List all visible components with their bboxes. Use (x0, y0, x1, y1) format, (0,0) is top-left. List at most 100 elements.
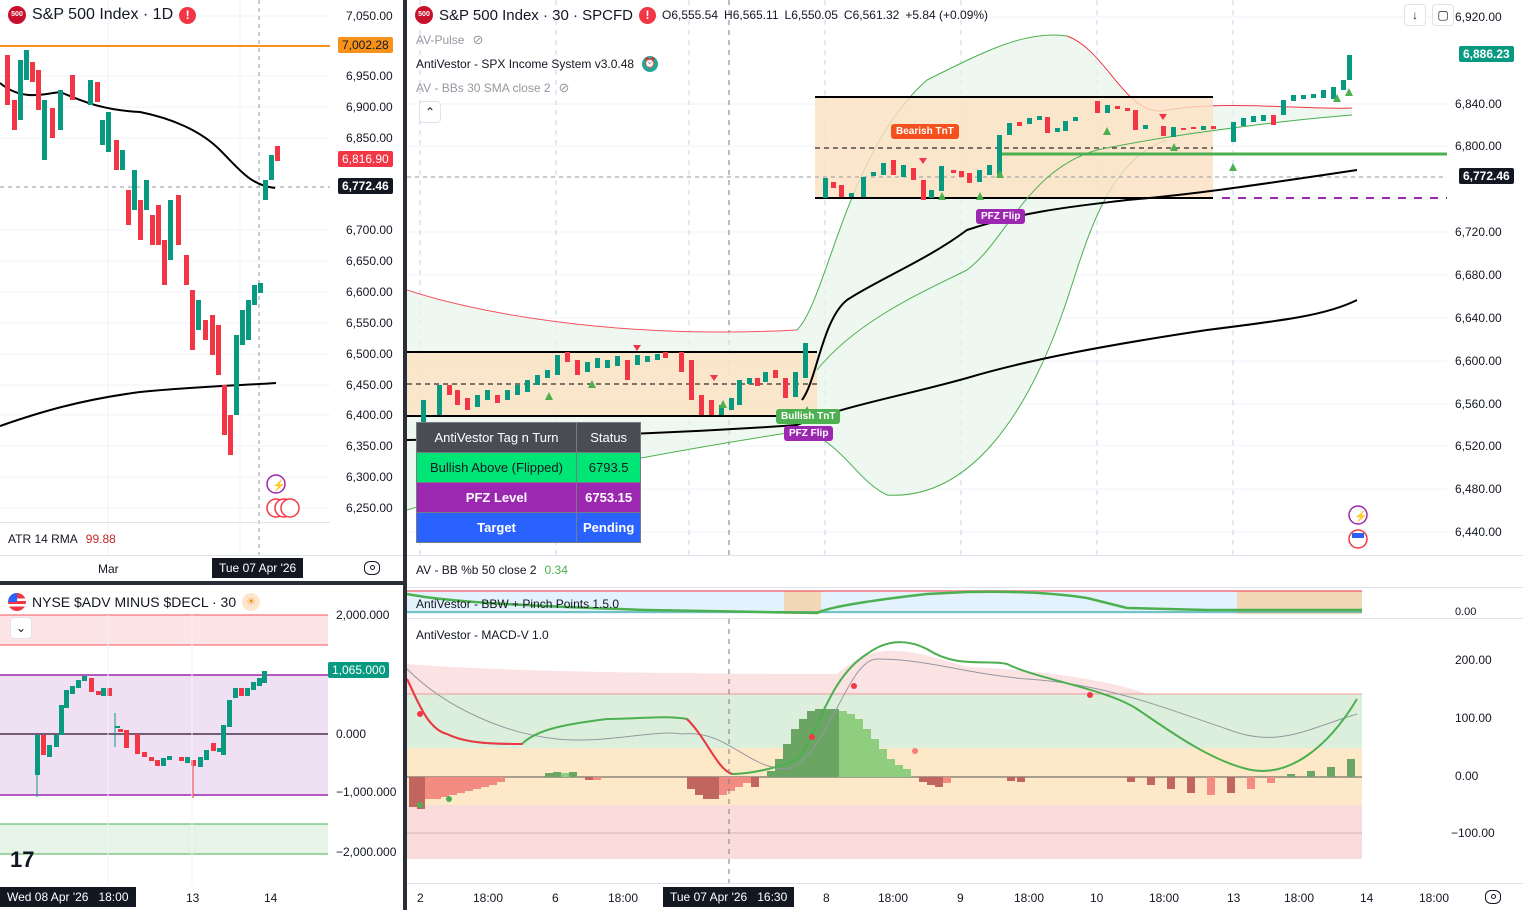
x-tick: 10 (1090, 891, 1104, 905)
svg-text:⚡: ⚡ (1354, 510, 1368, 523)
pane-divider-vertical[interactable] (403, 0, 407, 910)
market-closed-icon[interactable]: ☀ (242, 593, 261, 611)
tradingview-logo[interactable]: 17 (10, 847, 35, 872)
main-title-text: S&P 500 Index · 30 · SPCFD (439, 6, 633, 24)
daily-x-axis[interactable]: Mar Tue 07 Apr '26 (0, 555, 404, 581)
table-cell: 6793.5 (575, 452, 642, 483)
collapse-legend-button[interactable]: ⌄ (10, 617, 32, 639)
indicator-bbs[interactable]: AV - BBs 30 SMA close 2 ⊘ (416, 80, 569, 96)
daily-y-axis[interactable]: 7,050.00 6,950.00 6,900.00 6,850.00 6,70… (330, 0, 404, 555)
bbw-pane[interactable]: AntiVestor - BBW + Pinch Points 1.5.0 0.… (407, 587, 1523, 618)
y-tick: 6,440.00 (1455, 525, 1502, 539)
y-tick: −100.00 (1451, 826, 1495, 840)
maximize-button[interactable]: ▢ (1432, 4, 1454, 26)
macd-pane[interactable]: AntiVestor - MACD-V 1.0 200.00 100.00 0.… (407, 618, 1523, 884)
alert-icon[interactable]: ! (179, 6, 197, 24)
last-price-tag: 6,886.23 (1459, 46, 1514, 62)
indicator-av-pulse[interactable]: AV-Pulse ⊘ (416, 32, 483, 48)
table-cell: Target (416, 512, 577, 543)
indicator-spx-income[interactable]: AntiVestor - SPX Income System v3.0.48 ⏰ (416, 56, 659, 72)
table-cell: Pending (575, 512, 642, 543)
collapse-indicators-button[interactable]: ⌃ (419, 101, 441, 123)
daily-chart-pane[interactable]: ⚡ 500 S&P 500 Index · 1D ! 7,050.00 6,95… (0, 0, 404, 581)
x-tick: 18:00 (878, 891, 909, 905)
settings-icon[interactable] (364, 561, 380, 575)
ohlc-high: H6,565.11 (724, 8, 779, 22)
breadth-chart-pane[interactable]: NYSE $ADV MINUS $DECL · 30 ☀ ⌄ 2,000.000… (0, 585, 403, 910)
settings-icon[interactable] (1485, 890, 1501, 904)
main-y-axis[interactable]: 6,920.00 6,840.00 6,800.00 6,720.00 6,68… (1447, 0, 1523, 555)
breadth-y-axis[interactable]: 2,000.000 0.000 −1,000.000 −2,000.000 1,… (328, 585, 403, 885)
y-tick: 6,600.00 (1455, 354, 1502, 368)
y-tick: 6,800.00 (1455, 139, 1502, 153)
pane-divider[interactable] (0, 581, 405, 585)
scroll-down-button[interactable]: ↓ (1404, 4, 1426, 26)
x-tick: 8 (823, 891, 830, 905)
y-tick: 6,600.00 (346, 285, 393, 299)
y-tick: 0.00 (1455, 606, 1477, 618)
x-tick: 18:00 (473, 891, 504, 905)
ohlc-change: +5.84 (+0.09%) (905, 8, 989, 22)
y-tick: 6,700.00 (346, 223, 393, 237)
eye-hidden-icon[interactable]: ⊘ (558, 80, 570, 95)
table-header: AntiVestor Tag n Turn (416, 422, 577, 453)
y-tick: 6,900.00 (346, 100, 393, 114)
y-tick: 6,850.00 (346, 131, 393, 145)
table-cell: 6753.15 (575, 482, 642, 513)
indicator-name[interactable]: AntiVestor - BBW + Pinch Points 1.5.0 (416, 597, 620, 611)
y-tick: 6,950.00 (346, 69, 393, 83)
pfz-flip-label: PFZ Flip (784, 426, 834, 441)
bb-pct-pane[interactable]: AV - BB %b 50 close 2 0.34 (407, 555, 1523, 587)
main-x-axis[interactable]: 2 18:00 6 18:00 Tue 07 Apr '26 16:30 8 1… (407, 883, 1523, 910)
x-tick: 6 (552, 891, 559, 905)
y-tick: 0.000 (336, 727, 367, 741)
x-tick: 18:00 (1149, 891, 1180, 905)
y-tick: 6,400.00 (346, 408, 393, 422)
alarm-clock-icon[interactable]: ⏰ (642, 56, 659, 72)
breadth-chart-title[interactable]: NYSE $ADV MINUS $DECL · 30 ☀ (8, 593, 261, 611)
breadth-x-axis[interactable]: Wed 08 Apr '26 18:00 13 14 (0, 885, 403, 910)
table-header: Status (575, 422, 642, 453)
pfz-flip-label: PFZ Flip (976, 209, 1026, 224)
tag-n-turn-table: AntiVestor Tag n Turn Status Bullish Abo… (416, 422, 642, 543)
atr-indicator-value: 99.88 (85, 532, 116, 546)
crosshair-price-tag: 6,772.46 (338, 178, 393, 194)
last-value-tag: 1,065.000 (328, 662, 390, 678)
alert-icon[interactable]: ! (638, 6, 656, 24)
alert-price-tag: 7,002.28 (338, 37, 393, 53)
daily-chart-title[interactable]: 500 S&P 500 Index · 1D ! (8, 6, 197, 24)
daily-title-text: S&P 500 Index · 1D (32, 6, 174, 23)
x-tick: 14 (264, 891, 278, 905)
main-chart-pane[interactable]: ⚡ 500 S&P 500 Index · 30 · SPCFD ! O6,55… (407, 0, 1523, 910)
x-tick: 2 (417, 891, 424, 905)
eye-hidden-icon[interactable]: ⊘ (472, 32, 484, 47)
indicator-name: AV-Pulse (416, 33, 465, 47)
ohlc-close: C6,561.32 (843, 8, 900, 22)
atr-indicator-name[interactable]: ATR 14 RMA (8, 532, 78, 546)
y-tick: 6,300.00 (346, 470, 393, 484)
daily-chart-canvas[interactable]: ⚡ (0, 0, 404, 581)
macd-y-axis[interactable]: 200.00 100.00 0.00 −100.00 (1447, 619, 1523, 884)
y-tick: 6,560.00 (1455, 397, 1502, 411)
us-flag-icon (8, 593, 26, 611)
y-tick: 6,920.00 (1455, 10, 1502, 24)
indicator-name[interactable]: AntiVestor - MACD-V 1.0 (416, 628, 549, 642)
bullish-tnt-label: Bullish TnT (776, 409, 841, 424)
table-cell: Bullish Above (Flipped) (416, 452, 577, 483)
main-chart-title[interactable]: 500 S&P 500 Index · 30 · SPCFD ! O6,555.… (415, 6, 988, 24)
y-tick: 6,520.00 (1455, 439, 1502, 453)
y-tick: 7,050.00 (346, 9, 393, 23)
x-tick: Mar (98, 562, 119, 576)
indicator-name: AntiVestor - SPX Income System v3.0.48 (416, 57, 635, 71)
atr-pane[interactable]: ATR 14 RMA 99.88 (0, 522, 330, 555)
y-tick: 6,480.00 (1455, 482, 1502, 496)
y-tick: 200.00 (1455, 653, 1492, 667)
y-tick: 100.00 (1455, 711, 1492, 725)
y-tick: −2,000.000 (336, 845, 397, 859)
crosshair-time-label: Wed 08 Apr '26 18:00 (0, 887, 136, 907)
breadth-chart-canvas[interactable] (0, 585, 403, 910)
bearish-tnt-label: Bearish TnT (891, 124, 959, 139)
y-tick: 6,500.00 (346, 347, 393, 361)
crosshair-price-tag: 6,772.46 (1459, 168, 1514, 184)
indicator-name[interactable]: AV - BB %b 50 close 2 (416, 563, 537, 577)
